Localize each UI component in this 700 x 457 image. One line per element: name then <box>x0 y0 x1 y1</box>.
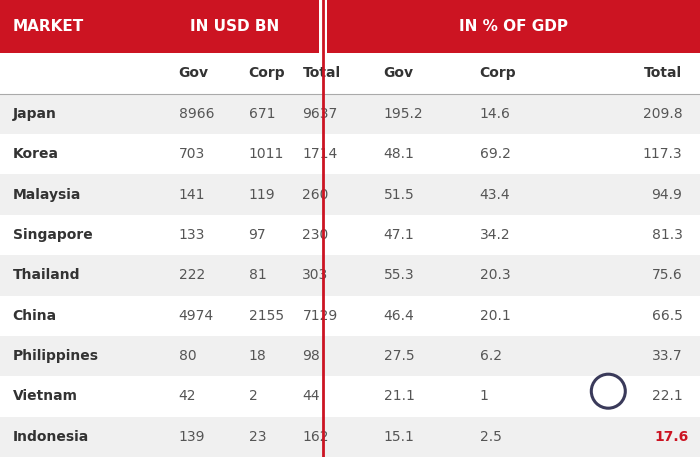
Text: Gov: Gov <box>178 66 209 80</box>
Text: 21.1: 21.1 <box>384 389 414 404</box>
FancyBboxPatch shape <box>327 0 700 53</box>
Text: 94.9: 94.9 <box>652 188 682 202</box>
Text: 1: 1 <box>480 389 489 404</box>
Text: 18: 18 <box>248 349 266 363</box>
Text: 17.6: 17.6 <box>655 430 689 444</box>
Text: Gov: Gov <box>384 66 414 80</box>
Text: 55.3: 55.3 <box>384 268 414 282</box>
Text: IN USD BN: IN USD BN <box>190 19 279 34</box>
FancyBboxPatch shape <box>0 417 700 457</box>
Text: 81: 81 <box>248 268 266 282</box>
Text: 671: 671 <box>248 107 275 121</box>
Text: Malaysia: Malaysia <box>13 188 81 202</box>
FancyBboxPatch shape <box>0 336 700 376</box>
Text: 81.3: 81.3 <box>652 228 682 242</box>
Text: 222: 222 <box>178 268 204 282</box>
Text: 139: 139 <box>178 430 205 444</box>
Text: 4974: 4974 <box>178 309 214 323</box>
Text: 303: 303 <box>302 268 329 282</box>
Text: 51.5: 51.5 <box>384 188 414 202</box>
Text: 46.4: 46.4 <box>384 309 414 323</box>
Text: 1011: 1011 <box>248 147 284 161</box>
FancyBboxPatch shape <box>0 134 700 175</box>
FancyBboxPatch shape <box>0 376 700 417</box>
Text: 20.1: 20.1 <box>480 309 510 323</box>
Text: 42: 42 <box>178 389 196 404</box>
Text: 8966: 8966 <box>178 107 214 121</box>
Text: Thailand: Thailand <box>13 268 80 282</box>
Text: 1714: 1714 <box>302 147 337 161</box>
Text: 97: 97 <box>248 228 266 242</box>
Text: Vietnam: Vietnam <box>13 389 78 404</box>
FancyBboxPatch shape <box>0 175 700 215</box>
Text: 75.6: 75.6 <box>652 268 682 282</box>
Text: 133: 133 <box>178 228 205 242</box>
Text: IN % OF GDP: IN % OF GDP <box>459 19 568 34</box>
Text: Indonesia: Indonesia <box>13 430 89 444</box>
Text: 209.8: 209.8 <box>643 107 682 121</box>
Text: 47.1: 47.1 <box>384 228 414 242</box>
Text: 98: 98 <box>302 349 320 363</box>
Text: 9637: 9637 <box>302 107 337 121</box>
FancyBboxPatch shape <box>0 94 700 134</box>
Text: 44: 44 <box>302 389 320 404</box>
Text: 141: 141 <box>178 188 205 202</box>
Text: 33.7: 33.7 <box>652 349 682 363</box>
Text: 260: 260 <box>302 188 329 202</box>
Text: 119: 119 <box>248 188 275 202</box>
Text: 66.5: 66.5 <box>652 309 682 323</box>
FancyBboxPatch shape <box>0 215 700 255</box>
Text: 162: 162 <box>302 430 329 444</box>
Text: 703: 703 <box>178 147 204 161</box>
Text: Philippines: Philippines <box>13 349 99 363</box>
Text: 80: 80 <box>178 349 196 363</box>
Text: 27.5: 27.5 <box>384 349 414 363</box>
Text: 34.2: 34.2 <box>480 228 510 242</box>
Text: Japan: Japan <box>13 107 57 121</box>
Text: China: China <box>13 309 57 323</box>
Text: 2155: 2155 <box>248 309 284 323</box>
Text: 14.6: 14.6 <box>480 107 510 121</box>
Text: Corp: Corp <box>248 66 285 80</box>
Text: Corp: Corp <box>480 66 516 80</box>
Text: 15.1: 15.1 <box>384 430 414 444</box>
Text: Total: Total <box>645 66 682 80</box>
FancyBboxPatch shape <box>0 296 700 336</box>
Text: 43.4: 43.4 <box>480 188 510 202</box>
Text: MARKET: MARKET <box>13 19 84 34</box>
Text: Singapore: Singapore <box>13 228 92 242</box>
FancyBboxPatch shape <box>0 0 318 53</box>
Text: Total: Total <box>302 66 340 80</box>
Text: Korea: Korea <box>13 147 59 161</box>
Text: 2.5: 2.5 <box>480 430 501 444</box>
Text: 195.2: 195.2 <box>384 107 424 121</box>
Text: 20.3: 20.3 <box>480 268 510 282</box>
Text: 230: 230 <box>302 228 329 242</box>
Text: 117.3: 117.3 <box>643 147 682 161</box>
Text: 48.1: 48.1 <box>384 147 414 161</box>
Text: 2: 2 <box>248 389 258 404</box>
Text: 23: 23 <box>248 430 266 444</box>
Text: 69.2: 69.2 <box>480 147 510 161</box>
Text: 7129: 7129 <box>302 309 337 323</box>
FancyBboxPatch shape <box>0 255 700 296</box>
Text: 6.2: 6.2 <box>480 349 501 363</box>
Text: 22.1: 22.1 <box>652 389 682 404</box>
